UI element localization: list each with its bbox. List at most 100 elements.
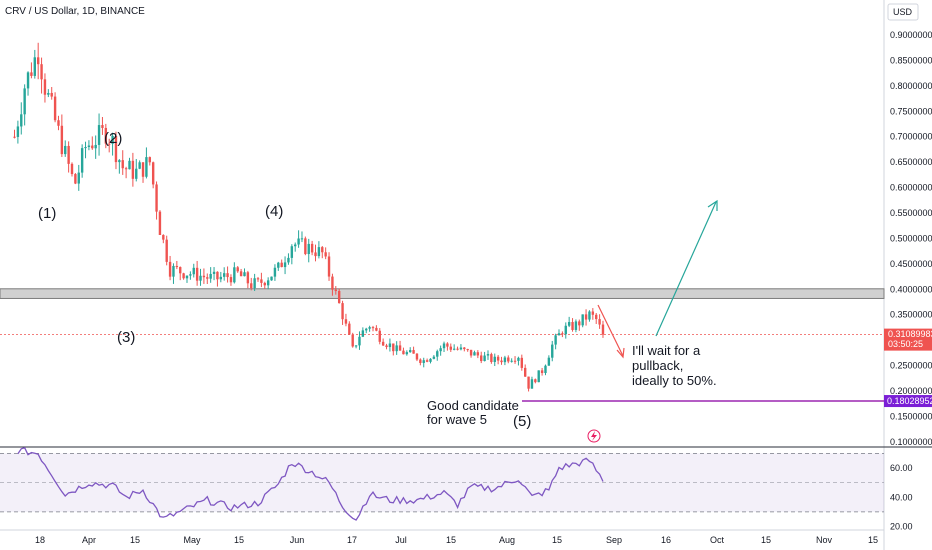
candle <box>290 244 294 265</box>
candle <box>243 268 246 277</box>
candle <box>324 247 327 260</box>
pullback-arrow[interactable] <box>597 304 625 359</box>
candle <box>361 327 365 338</box>
candle <box>415 353 419 362</box>
candidate-note-line2[interactable]: for wave 5 <box>427 412 487 427</box>
candle <box>70 162 74 177</box>
candle <box>385 343 388 350</box>
candle <box>212 267 216 281</box>
candle <box>20 102 23 135</box>
candle <box>263 281 266 289</box>
candle <box>50 86 53 100</box>
candle <box>270 276 273 281</box>
candle <box>287 253 290 265</box>
time-tick-label: Jul <box>395 535 407 545</box>
time-tick-label: Sep <box>606 535 622 545</box>
pullback-note-line3[interactable]: ideally to 50%. <box>632 373 717 388</box>
candle <box>483 351 486 362</box>
candle <box>111 132 114 156</box>
candle <box>229 274 233 286</box>
candle <box>84 141 87 159</box>
candle <box>463 347 466 352</box>
candle <box>80 144 84 178</box>
candle <box>114 131 118 170</box>
candle <box>219 271 223 283</box>
candle <box>354 345 358 349</box>
candle <box>236 265 239 273</box>
candle <box>571 318 574 332</box>
candle <box>97 113 101 156</box>
candle <box>91 136 94 150</box>
candle <box>574 319 578 333</box>
candle <box>564 322 567 339</box>
candle <box>145 147 148 179</box>
candle <box>395 341 398 355</box>
resistance-zone[interactable] <box>0 288 885 299</box>
wave-label-1[interactable]: (1) <box>38 205 56 222</box>
candle <box>341 300 344 325</box>
candle <box>422 357 425 368</box>
candle <box>233 262 236 284</box>
candle <box>591 308 595 320</box>
time-tick-label: 16 <box>661 535 671 545</box>
candle <box>36 42 40 80</box>
candle <box>331 273 334 296</box>
candle <box>131 152 135 187</box>
candle <box>476 350 480 359</box>
candle <box>459 344 463 351</box>
candle <box>179 266 182 281</box>
candle <box>266 277 270 290</box>
lightning-icon[interactable] <box>587 429 601 443</box>
symbol-header: CRV / US Dollar, 1D, BINANCE <box>5 6 145 17</box>
candle <box>449 343 452 352</box>
candle <box>155 181 158 220</box>
candle <box>436 349 439 361</box>
time-tick-label: Aug <box>499 535 515 545</box>
candle <box>344 313 348 327</box>
candle <box>47 89 50 98</box>
candle <box>60 114 64 158</box>
time-tick-label: May <box>183 535 201 545</box>
time-tick-label: Oct <box>710 535 725 545</box>
candle <box>239 268 243 277</box>
candle <box>547 355 551 366</box>
candle <box>598 314 601 329</box>
candle <box>222 267 226 281</box>
candle <box>493 353 496 367</box>
pullback-note-line1[interactable]: I'll wait for a <box>632 343 701 358</box>
currency-label: USD <box>893 7 913 17</box>
candle <box>551 340 554 362</box>
support-price-label: 0.18028952 <box>887 396 932 406</box>
wave-label-3[interactable]: (3) <box>117 329 135 346</box>
candle <box>158 210 162 236</box>
candle <box>371 325 375 332</box>
candle <box>388 338 392 352</box>
candle <box>128 157 131 170</box>
support-price-tag <box>884 395 932 408</box>
wave-label-4[interactable]: (4) <box>265 203 283 220</box>
time-tick-label: 15 <box>552 535 562 545</box>
candidate-note-line1[interactable]: Good candidate <box>427 398 519 413</box>
pullback-note-line2[interactable]: pullback, <box>632 358 683 373</box>
target-arrow[interactable] <box>655 199 718 337</box>
wave-label-2[interactable]: (2) <box>104 130 122 147</box>
candle <box>253 273 256 291</box>
candle <box>13 129 16 139</box>
rsi-tick-label: 60.00 <box>890 463 913 473</box>
wave-label-5[interactable]: (5) <box>513 413 531 430</box>
candle <box>74 173 77 185</box>
currency-button[interactable] <box>887 3 919 21</box>
time-tick-label: 15 <box>130 535 140 545</box>
candle <box>185 275 189 283</box>
candle <box>53 92 57 123</box>
candle <box>307 238 310 263</box>
candle <box>148 156 151 166</box>
